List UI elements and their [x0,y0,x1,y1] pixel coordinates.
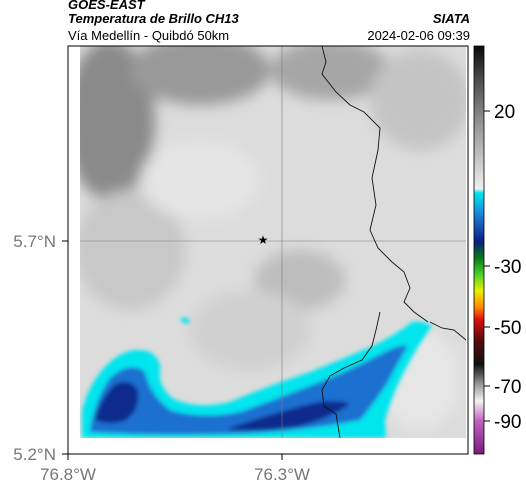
border-line [321,311,381,438]
x-tick-label: 76.3°W [254,465,310,484]
colorbar-tick-label: 20 [494,102,515,123]
location-star-icon: ★ [258,233,269,247]
plot-frame [67,45,469,455]
border-line [321,46,429,323]
colorbar-tick-label: -30 [494,257,521,278]
x-axis: 76.8°W 76.3°W [40,454,310,484]
colorbar-tick-label: -90 [494,412,521,433]
y-axis: 5.7°N 5.2°N [13,232,68,464]
satellite-source: GOES-EAST [68,0,145,12]
organization-label: SIATA [432,11,470,26]
colorbar-tick-label: -70 [494,377,521,398]
colorbar-ticks: 20 -30 -50 -70 -90 [484,102,521,433]
x-tick-label: 76.8°W [40,465,96,484]
brightness-temperature-field [80,46,466,438]
map-title: Temperatura de Brillo CH13 [68,11,239,26]
y-tick-label: 5.2°N [13,445,56,464]
map-subtitle: Vía Medellín - Quibdó 50km [68,28,230,43]
y-tick-label: 5.7°N [13,232,56,251]
colorbar [473,45,485,455]
colorbar-tick-label: -50 [494,318,521,339]
border-line [429,321,466,341]
map-datetime: 2024-02-06 09:39 [367,28,470,43]
